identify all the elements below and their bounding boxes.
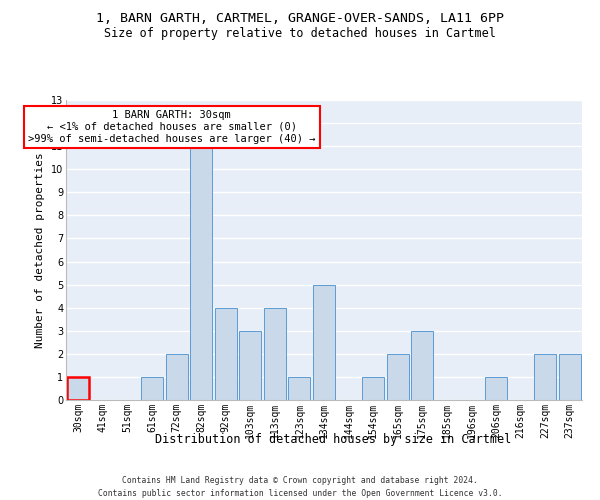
- Bar: [239, 331, 262, 400]
- Bar: [411, 331, 433, 400]
- Text: 1, BARN GARTH, CARTMEL, GRANGE-OVER-SANDS, LA11 6PP: 1, BARN GARTH, CARTMEL, GRANGE-OVER-SAND…: [96, 12, 504, 26]
- Bar: [386, 354, 409, 400]
- Bar: [264, 308, 286, 400]
- Bar: [313, 284, 335, 400]
- Bar: [362, 377, 384, 400]
- Y-axis label: Number of detached properties: Number of detached properties: [35, 152, 45, 348]
- Text: Contains HM Land Registry data © Crown copyright and database right 2024.
Contai: Contains HM Land Registry data © Crown c…: [98, 476, 502, 498]
- Text: Size of property relative to detached houses in Cartmel: Size of property relative to detached ho…: [104, 28, 496, 40]
- Bar: [67, 377, 89, 400]
- Bar: [166, 354, 188, 400]
- Bar: [289, 377, 310, 400]
- Bar: [215, 308, 237, 400]
- Bar: [559, 354, 581, 400]
- Bar: [190, 146, 212, 400]
- Bar: [534, 354, 556, 400]
- Bar: [485, 377, 507, 400]
- Text: 1 BARN GARTH: 30sqm
← <1% of detached houses are smaller (0)
>99% of semi-detach: 1 BARN GARTH: 30sqm ← <1% of detached ho…: [28, 110, 316, 144]
- Bar: [141, 377, 163, 400]
- Text: Distribution of detached houses by size in Cartmel: Distribution of detached houses by size …: [155, 432, 511, 446]
